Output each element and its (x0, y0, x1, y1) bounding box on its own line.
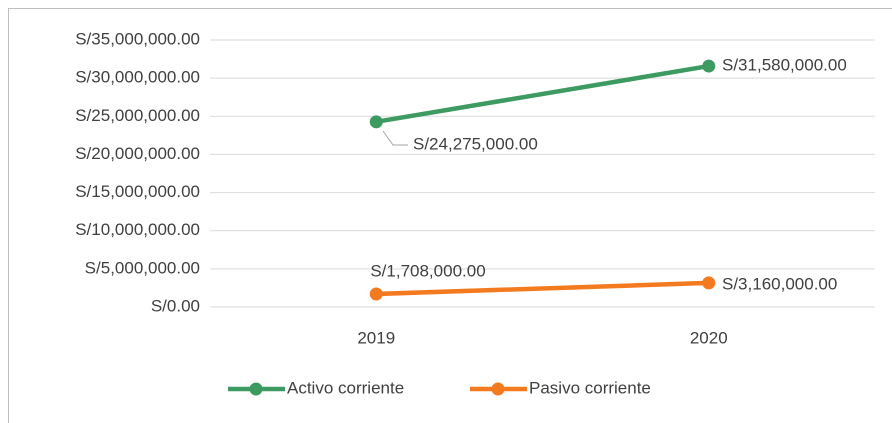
legend-marker (491, 382, 505, 396)
data-point (369, 115, 383, 129)
leader-line (382, 130, 408, 146)
y-tick-label: S/35,000,000.00 (75, 29, 200, 48)
data-label: S/24,275,000.00 (413, 134, 538, 153)
y-tick-label: S/20,000,000.00 (75, 144, 200, 163)
data-point (702, 59, 716, 73)
y-tick-label: S/10,000,000.00 (75, 220, 200, 239)
series-line (374, 63, 711, 125)
legend-marker (249, 382, 263, 396)
x-tick-label: 2020 (690, 328, 728, 347)
data-label: S/3,160,000.00 (722, 274, 837, 293)
series-line (374, 280, 711, 297)
legend-label: Pasivo corriente (529, 378, 651, 397)
y-tick-label: S/30,000,000.00 (75, 68, 200, 87)
y-tick-label: S/15,000,000.00 (75, 182, 200, 201)
data-point (369, 287, 383, 301)
data-label: S/31,580,000.00 (722, 55, 847, 74)
chart-border (8, 8, 892, 423)
y-tick-label: S/0.00 (151, 296, 200, 315)
legend-label: Activo corriente (287, 378, 404, 397)
y-tick-label: S/5,000,000.00 (85, 258, 200, 277)
y-tick-label: S/25,000,000.00 (75, 106, 200, 125)
data-point (702, 276, 716, 290)
data-label: S/1,708,000.00 (370, 261, 485, 280)
x-tick-label: 2019 (357, 328, 395, 347)
